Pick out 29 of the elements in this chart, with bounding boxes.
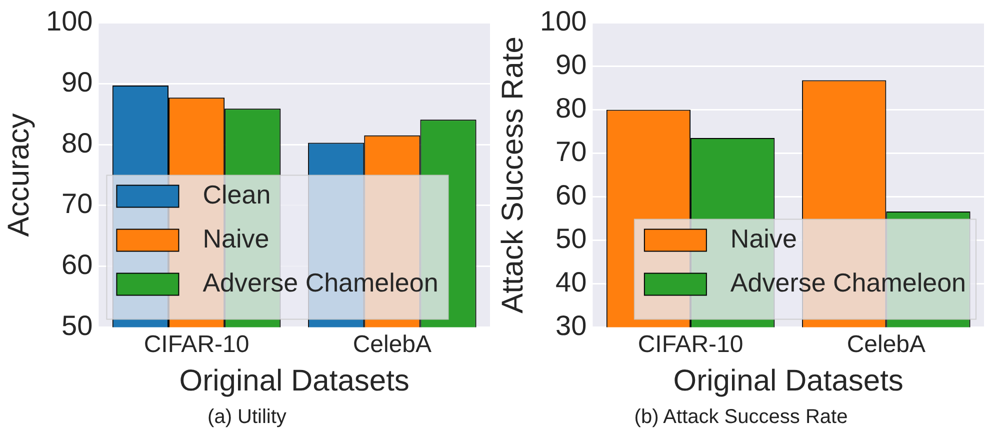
x-axis-title: Original Datasets [179, 364, 410, 398]
y-axis-title: Attack Success Rate [496, 36, 530, 314]
legend-label: Naive [202, 223, 270, 254]
x-tick-label: CIFAR-10 [638, 331, 744, 358]
y-tick-label: 50 [62, 310, 93, 341]
text: (a) Utility [206, 406, 288, 429]
y-tick-label: 40 [556, 266, 587, 298]
y-tick-label: 80 [556, 92, 587, 124]
y-tick-label: 90 [556, 49, 587, 80]
y-tick-label: 100 [540, 6, 587, 37]
legend-label: Adverse Chameleon [202, 267, 438, 298]
y-axis-title: Accuracy [2, 113, 36, 237]
text: (b) Attack Success Rate [633, 406, 849, 429]
y-tick-label: 60 [62, 249, 93, 280]
x-tick-label: CelebA [846, 331, 926, 358]
y-tick-label: 80 [62, 127, 93, 158]
y-tick-label: 100 [46, 6, 93, 37]
x-tick-label: CelebA [352, 331, 432, 358]
y-tick-label: 60 [556, 179, 587, 210]
y-tick-label: 90 [62, 66, 93, 98]
y-tick-label: 30 [556, 310, 587, 341]
y-tick-label: 70 [62, 188, 93, 220]
legend-label: Clean [202, 179, 271, 210]
legend-label: Adverse Chameleon [730, 267, 966, 298]
x-axis-title: Original Datasets [673, 364, 904, 398]
y-tick-label: 50 [556, 222, 587, 254]
y-tick-label: 70 [556, 136, 587, 167]
legend-label: Naive [730, 223, 797, 254]
x-tick-label: CIFAR-10 [144, 331, 250, 358]
